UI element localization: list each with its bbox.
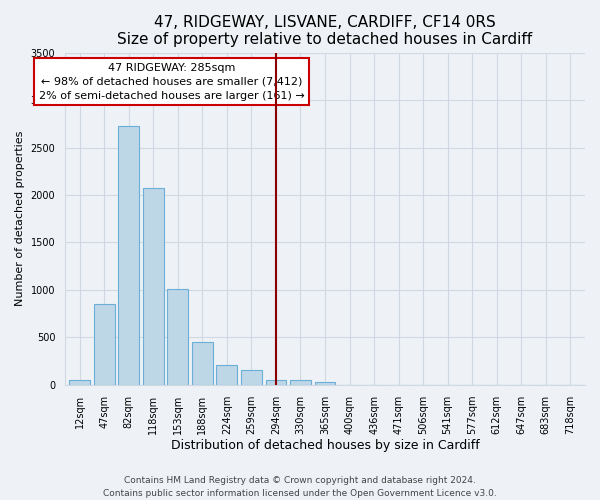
Text: Contains HM Land Registry data © Crown copyright and database right 2024.
Contai: Contains HM Land Registry data © Crown c… <box>103 476 497 498</box>
Y-axis label: Number of detached properties: Number of detached properties <box>15 131 25 306</box>
Bar <box>217 365 238 384</box>
Bar <box>167 289 188 384</box>
Bar <box>241 370 262 384</box>
Bar <box>94 304 115 384</box>
Bar <box>266 380 286 384</box>
Bar <box>143 188 164 384</box>
Bar <box>314 382 335 384</box>
Text: 47 RIDGEWAY: 285sqm
← 98% of detached houses are smaller (7,412)
2% of semi-deta: 47 RIDGEWAY: 285sqm ← 98% of detached ho… <box>39 62 304 100</box>
X-axis label: Distribution of detached houses by size in Cardiff: Distribution of detached houses by size … <box>170 440 479 452</box>
Title: 47, RIDGEWAY, LISVANE, CARDIFF, CF14 0RS
Size of property relative to detached h: 47, RIDGEWAY, LISVANE, CARDIFF, CF14 0RS… <box>118 15 533 48</box>
Bar <box>290 380 311 384</box>
Bar <box>192 342 213 384</box>
Bar <box>70 380 90 384</box>
Bar <box>118 126 139 384</box>
